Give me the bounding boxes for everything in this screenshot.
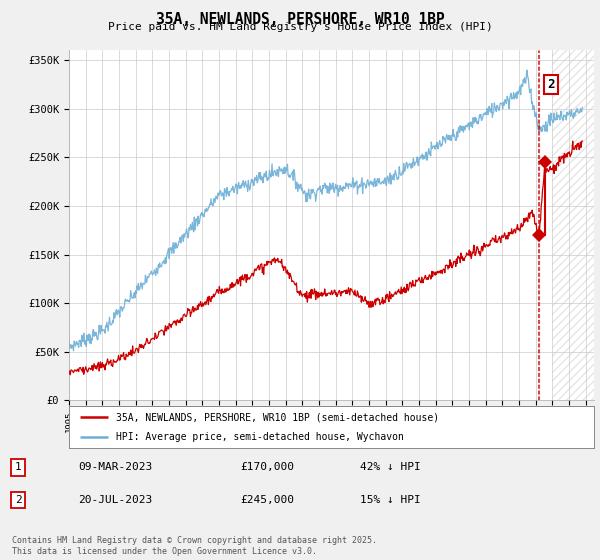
Text: 1: 1 [14,463,22,473]
Text: HPI: Average price, semi-detached house, Wychavon: HPI: Average price, semi-detached house,… [116,432,404,442]
Text: 15% ↓ HPI: 15% ↓ HPI [360,495,421,505]
Text: 2: 2 [547,78,554,91]
Text: £245,000: £245,000 [240,495,294,505]
Text: 2: 2 [14,495,22,505]
Text: 20-JUL-2023: 20-JUL-2023 [78,495,152,505]
Bar [553,50,594,400]
Text: £170,000: £170,000 [240,463,294,473]
Text: 09-MAR-2023: 09-MAR-2023 [78,463,152,473]
Text: 35A, NEWLANDS, PERSHORE, WR10 1BP: 35A, NEWLANDS, PERSHORE, WR10 1BP [155,12,445,27]
Text: Contains HM Land Registry data © Crown copyright and database right 2025.
This d: Contains HM Land Registry data © Crown c… [12,536,377,556]
Text: 42% ↓ HPI: 42% ↓ HPI [360,463,421,473]
Text: Price paid vs. HM Land Registry's House Price Index (HPI): Price paid vs. HM Land Registry's House … [107,22,493,32]
Text: 35A, NEWLANDS, PERSHORE, WR10 1BP (semi-detached house): 35A, NEWLANDS, PERSHORE, WR10 1BP (semi-… [116,412,439,422]
